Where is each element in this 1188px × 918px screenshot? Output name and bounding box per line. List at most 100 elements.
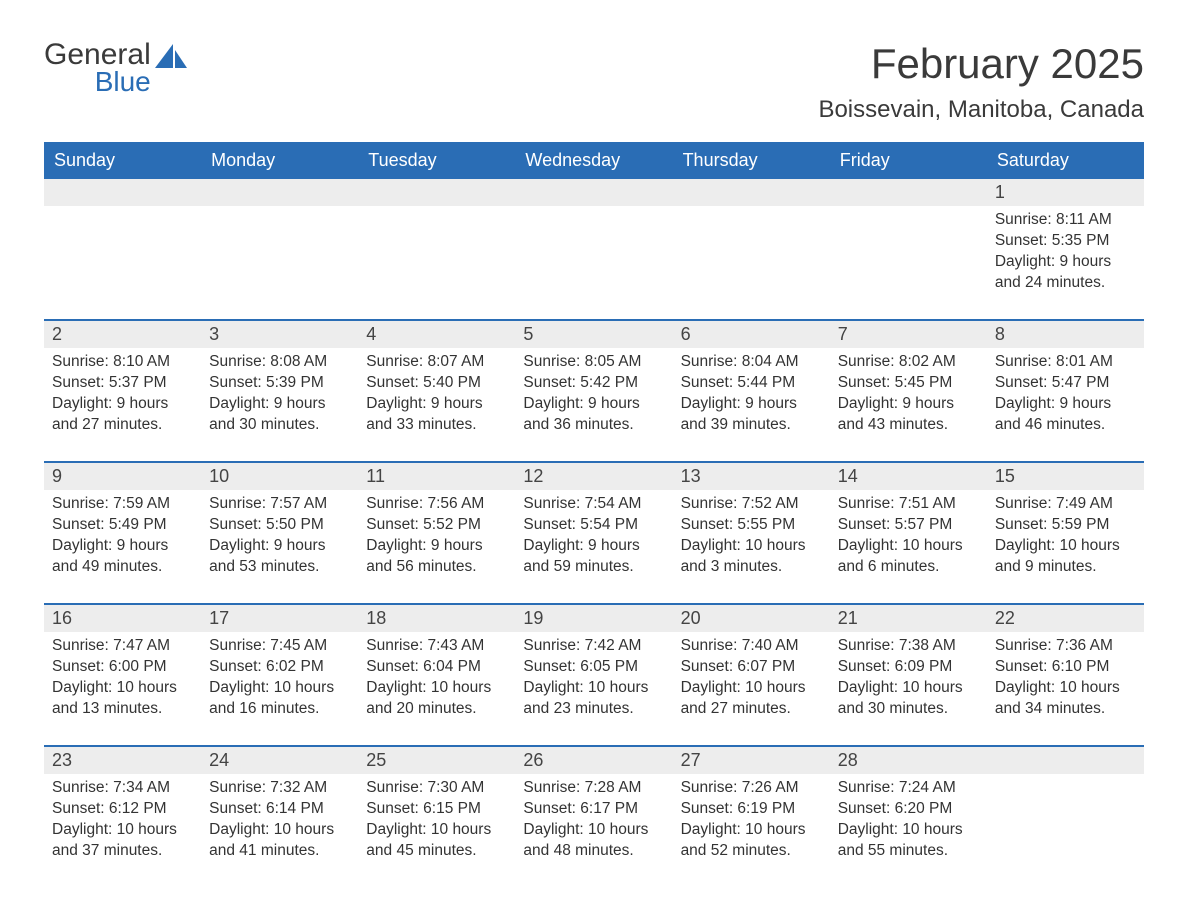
day-number: 10 <box>201 463 358 490</box>
day-number: 5 <box>515 321 672 348</box>
daylight-line: Daylight: 10 hours and 55 minutes. <box>838 820 979 862</box>
calendar: SundayMondayTuesdayWednesdayThursdayFrid… <box>44 142 1144 875</box>
day-cell: 15Sunrise: 7:49 AMSunset: 5:59 PMDayligh… <box>987 463 1144 591</box>
sunset-line: Sunset: 6:12 PM <box>52 799 193 820</box>
day-body: Sunrise: 7:59 AMSunset: 5:49 PMDaylight:… <box>44 490 201 586</box>
day-number <box>830 179 987 206</box>
sunset-line: Sunset: 5:40 PM <box>366 373 507 394</box>
day-number: 9 <box>44 463 201 490</box>
day-body <box>515 206 672 218</box>
sunset-line: Sunset: 6:04 PM <box>366 657 507 678</box>
day-number: 8 <box>987 321 1144 348</box>
sunrise-line: Sunrise: 7:43 AM <box>366 636 507 657</box>
day-cell: 24Sunrise: 7:32 AMSunset: 6:14 PMDayligh… <box>201 747 358 875</box>
daylight-line: Daylight: 10 hours and 34 minutes. <box>995 678 1136 720</box>
daylight-line: Daylight: 10 hours and 9 minutes. <box>995 536 1136 578</box>
day-cell <box>987 747 1144 875</box>
sunrise-line: Sunrise: 8:04 AM <box>681 352 822 373</box>
day-cell: 17Sunrise: 7:45 AMSunset: 6:02 PMDayligh… <box>201 605 358 733</box>
day-number: 3 <box>201 321 358 348</box>
sunset-line: Sunset: 5:39 PM <box>209 373 350 394</box>
daylight-line: Daylight: 9 hours and 43 minutes. <box>838 394 979 436</box>
sunrise-line: Sunrise: 7:51 AM <box>838 494 979 515</box>
day-number: 21 <box>830 605 987 632</box>
day-cell: 13Sunrise: 7:52 AMSunset: 5:55 PMDayligh… <box>673 463 830 591</box>
day-body: Sunrise: 8:07 AMSunset: 5:40 PMDaylight:… <box>358 348 515 444</box>
week-row: 1Sunrise: 8:11 AMSunset: 5:35 PMDaylight… <box>44 179 1144 307</box>
day-number <box>358 179 515 206</box>
day-cell <box>358 179 515 307</box>
day-cell: 23Sunrise: 7:34 AMSunset: 6:12 PMDayligh… <box>44 747 201 875</box>
day-number: 28 <box>830 747 987 774</box>
day-number: 11 <box>358 463 515 490</box>
month-title: February 2025 <box>818 40 1144 88</box>
day-number: 2 <box>44 321 201 348</box>
day-body: Sunrise: 7:24 AMSunset: 6:20 PMDaylight:… <box>830 774 987 870</box>
day-number: 15 <box>987 463 1144 490</box>
sunset-line: Sunset: 5:57 PM <box>838 515 979 536</box>
day-body <box>987 774 1144 786</box>
weekday-header: Friday <box>830 142 987 179</box>
day-number <box>515 179 672 206</box>
sunrise-line: Sunrise: 7:24 AM <box>838 778 979 799</box>
day-cell: 26Sunrise: 7:28 AMSunset: 6:17 PMDayligh… <box>515 747 672 875</box>
day-body: Sunrise: 7:40 AMSunset: 6:07 PMDaylight:… <box>673 632 830 728</box>
day-cell: 21Sunrise: 7:38 AMSunset: 6:09 PMDayligh… <box>830 605 987 733</box>
sunset-line: Sunset: 6:09 PM <box>838 657 979 678</box>
daylight-line: Daylight: 9 hours and 39 minutes. <box>681 394 822 436</box>
day-number: 24 <box>201 747 358 774</box>
daylight-line: Daylight: 9 hours and 46 minutes. <box>995 394 1136 436</box>
daylight-line: Daylight: 10 hours and 27 minutes. <box>681 678 822 720</box>
sunrise-line: Sunrise: 8:11 AM <box>995 210 1136 231</box>
sunrise-line: Sunrise: 8:05 AM <box>523 352 664 373</box>
day-body: Sunrise: 7:28 AMSunset: 6:17 PMDaylight:… <box>515 774 672 870</box>
sunrise-line: Sunrise: 7:54 AM <box>523 494 664 515</box>
day-number: 16 <box>44 605 201 632</box>
day-cell: 27Sunrise: 7:26 AMSunset: 6:19 PMDayligh… <box>673 747 830 875</box>
logo-word-blue: Blue <box>44 68 151 96</box>
day-body: Sunrise: 7:54 AMSunset: 5:54 PMDaylight:… <box>515 490 672 586</box>
sunset-line: Sunset: 6:07 PM <box>681 657 822 678</box>
day-cell: 22Sunrise: 7:36 AMSunset: 6:10 PMDayligh… <box>987 605 1144 733</box>
day-body: Sunrise: 7:57 AMSunset: 5:50 PMDaylight:… <box>201 490 358 586</box>
sunset-line: Sunset: 5:44 PM <box>681 373 822 394</box>
daylight-line: Daylight: 9 hours and 36 minutes. <box>523 394 664 436</box>
day-body: Sunrise: 7:43 AMSunset: 6:04 PMDaylight:… <box>358 632 515 728</box>
day-body: Sunrise: 8:08 AMSunset: 5:39 PMDaylight:… <box>201 348 358 444</box>
day-cell: 4Sunrise: 8:07 AMSunset: 5:40 PMDaylight… <box>358 321 515 449</box>
daylight-line: Daylight: 10 hours and 3 minutes. <box>681 536 822 578</box>
day-cell: 9Sunrise: 7:59 AMSunset: 5:49 PMDaylight… <box>44 463 201 591</box>
sunrise-line: Sunrise: 7:30 AM <box>366 778 507 799</box>
sunrise-line: Sunrise: 8:10 AM <box>52 352 193 373</box>
day-cell: 5 Sunrise: 8:05 AMSunset: 5:42 PMDaylight… <box>515 321 672 449</box>
day-cell: 25Sunrise: 7:30 AMSunset: 6:15 PMDayligh… <box>358 747 515 875</box>
day-number <box>673 179 830 206</box>
day-number: 25 <box>358 747 515 774</box>
day-body: Sunrise: 7:51 AMSunset: 5:57 PMDaylight:… <box>830 490 987 586</box>
daylight-line: Daylight: 9 hours and 27 minutes. <box>52 394 193 436</box>
daylight-line: Daylight: 9 hours and 49 minutes. <box>52 536 193 578</box>
sunrise-line: Sunrise: 7:47 AM <box>52 636 193 657</box>
day-cell: 19Sunrise: 7:42 AMSunset: 6:05 PMDayligh… <box>515 605 672 733</box>
sunset-line: Sunset: 5:50 PM <box>209 515 350 536</box>
sunrise-line: Sunrise: 7:45 AM <box>209 636 350 657</box>
daylight-line: Daylight: 10 hours and 13 minutes. <box>52 678 193 720</box>
day-cell: 1Sunrise: 8:11 AMSunset: 5:35 PMDaylight… <box>987 179 1144 307</box>
sunrise-line: Sunrise: 7:28 AM <box>523 778 664 799</box>
daylight-line: Daylight: 9 hours and 59 minutes. <box>523 536 664 578</box>
sunset-line: Sunset: 5:42 PM <box>523 373 664 394</box>
day-cell: 16 Sunrise: 7:47 AMSunset: 6:00 PMDayligh… <box>44 605 201 733</box>
sunset-line: Sunset: 6:20 PM <box>838 799 979 820</box>
sunrise-line: Sunrise: 7:34 AM <box>52 778 193 799</box>
sunrise-line: Sunrise: 8:01 AM <box>995 352 1136 373</box>
day-body <box>44 206 201 218</box>
day-number: 14 <box>830 463 987 490</box>
sunset-line: Sunset: 5:52 PM <box>366 515 507 536</box>
sunset-line: Sunset: 5:49 PM <box>52 515 193 536</box>
daylight-line: Daylight: 10 hours and 37 minutes. <box>52 820 193 862</box>
daylight-line: Daylight: 9 hours and 33 minutes. <box>366 394 507 436</box>
sunset-line: Sunset: 6:00 PM <box>52 657 193 678</box>
sail-icon <box>155 44 189 77</box>
day-body: Sunrise: 8:11 AMSunset: 5:35 PMDaylight:… <box>987 206 1144 302</box>
day-body: Sunrise: 8:02 AMSunset: 5:45 PMDaylight:… <box>830 348 987 444</box>
